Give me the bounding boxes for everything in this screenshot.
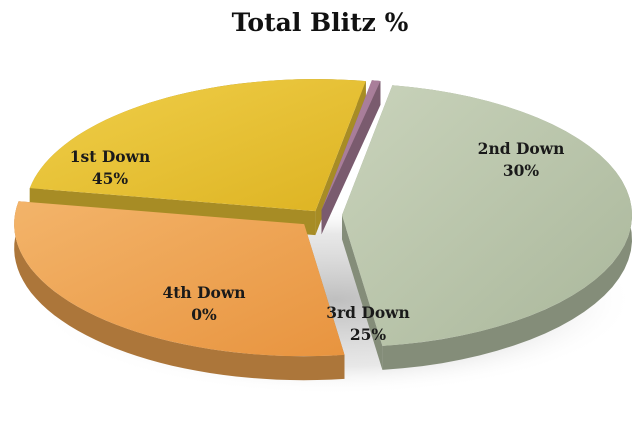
- slice-value-label-2: 30%: [503, 161, 540, 180]
- pie-slice-3: [29, 79, 366, 212]
- slice-category-label-1: 1st Down: [70, 147, 150, 166]
- slice-face-4-2: [321, 81, 381, 235]
- pie-slice-4: [321, 80, 381, 211]
- slice-value-label-1: 45%: [92, 169, 129, 188]
- slice-category-label-3: 3rd Down: [326, 303, 410, 322]
- slice-rim-2: [14, 201, 345, 381]
- slice-labels: 1st Down 45% 2nd Down 30% 3rd Down 25% 4th Dow…: [70, 139, 565, 344]
- slice-face-1-2: [341, 215, 383, 370]
- slice-value-label-3: 25%: [350, 325, 387, 344]
- slice-value-label-4: 0%: [191, 305, 217, 324]
- chart-title: Total Blitz %: [231, 8, 409, 37]
- slice-category-label-4: 4th Down: [162, 283, 245, 302]
- pie-slice-1: [341, 85, 632, 346]
- slice-category-label-2: 2nd Down: [478, 139, 565, 158]
- slice-tops: [14, 79, 632, 357]
- pie-slice-2: [14, 201, 345, 357]
